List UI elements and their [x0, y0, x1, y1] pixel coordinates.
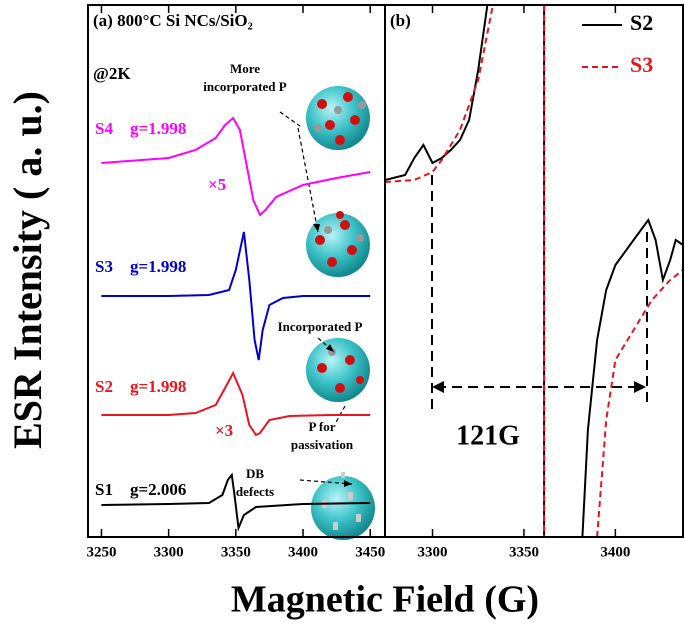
annotation: passivation — [291, 437, 354, 452]
x-tick-label: 3400 — [288, 544, 318, 560]
annotation: defects — [236, 484, 274, 499]
sphere — [311, 472, 375, 540]
arrow-heads — [313, 224, 352, 487]
legend-label: S2 — [630, 10, 653, 35]
g-factor-label: g=1.998 — [130, 119, 186, 138]
series-line — [101, 472, 371, 532]
x-tick-label: 3350 — [509, 544, 539, 560]
series-line — [101, 370, 371, 437]
series-line — [385, 5, 683, 537]
x-axis-title: Magnetic Field (G) — [231, 579, 539, 621]
annotation: P for — [308, 419, 335, 434]
sphere — [306, 338, 370, 402]
annotation: ×5 — [208, 175, 226, 194]
series-label: S4 — [95, 119, 113, 138]
series-line — [385, 5, 683, 537]
annotation: incorporated P — [203, 79, 286, 94]
g-factor-label: g=1.998 — [130, 377, 186, 396]
y-axis-title: ESR Intensity ( a. u.) — [5, 91, 50, 449]
illustrations — [279, 86, 648, 540]
series-label: S3 — [95, 257, 113, 276]
plot-area — [385, 5, 683, 537]
g-factor-label: g=2.006 — [130, 480, 186, 499]
series-label: S2 — [95, 377, 113, 396]
panel-title: (a) 800°C Si NCs/SiO₂ — [93, 11, 253, 30]
legend-label: S3 — [630, 52, 653, 77]
span-marker — [431, 175, 648, 410]
x-tick-label: 3400 — [600, 544, 630, 560]
series-line — [101, 231, 371, 361]
annotation: ×3 — [215, 421, 233, 440]
x-tick-label: 3300 — [154, 544, 184, 560]
g-factor-label: g=1.998 — [130, 257, 186, 276]
plot-area — [101, 116, 371, 532]
series-label: S1 — [95, 480, 113, 499]
x-tick-label: 3450 — [355, 544, 385, 560]
panel-frame — [384, 4, 684, 538]
sphere — [306, 211, 370, 277]
annotation: More — [230, 61, 260, 76]
annotation: @2K — [93, 64, 131, 83]
annotation: DB — [246, 466, 264, 481]
annotation: Incorporated P — [278, 319, 363, 334]
series-line — [101, 116, 371, 217]
x-tick-label: 3350 — [221, 544, 251, 560]
x-tick-label: 3250 — [86, 544, 116, 560]
x-tick-label: 3300 — [418, 544, 448, 560]
sphere — [306, 86, 370, 150]
span-arrow-heads — [432, 381, 646, 393]
panel-title: (b) — [390, 11, 411, 30]
annotation: 121G — [456, 420, 520, 451]
